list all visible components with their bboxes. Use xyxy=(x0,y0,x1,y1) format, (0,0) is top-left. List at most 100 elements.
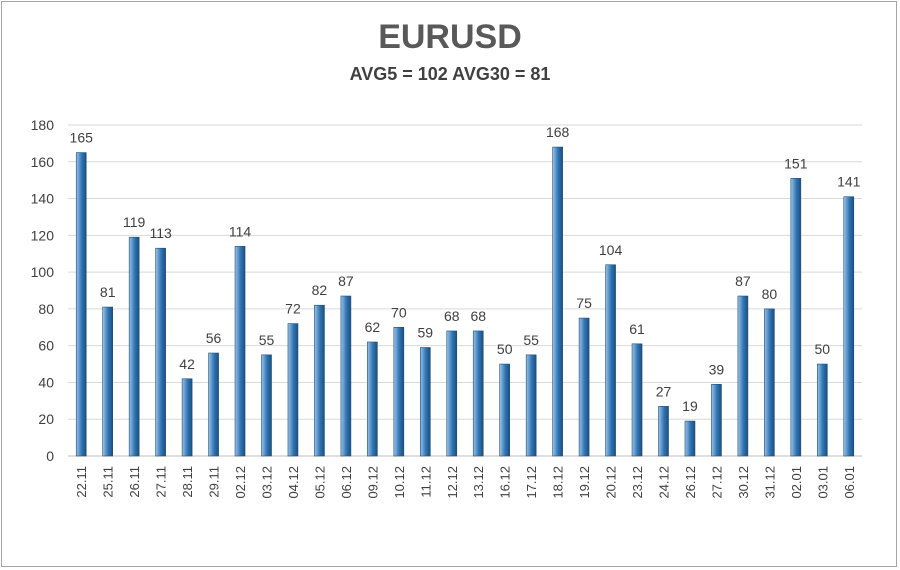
bar xyxy=(605,264,616,457)
data-label: 151 xyxy=(784,155,808,171)
data-label: 80 xyxy=(762,286,778,302)
x-tick-label: 02.12 xyxy=(233,466,248,499)
data-label: 59 xyxy=(418,325,434,341)
data-label: 50 xyxy=(815,341,831,357)
data-label: 42 xyxy=(179,356,195,372)
bar xyxy=(287,323,299,457)
data-label: 19 xyxy=(682,398,698,414)
bar xyxy=(764,308,775,457)
y-tick-label: 20 xyxy=(38,411,54,427)
x-tick-label: 20.12 xyxy=(604,466,619,499)
data-label: 87 xyxy=(735,273,751,289)
bar xyxy=(578,317,590,457)
bar xyxy=(419,347,431,457)
chart-title: EURUSD xyxy=(378,18,522,56)
x-tick-label: 22.11 xyxy=(74,466,89,498)
y-tick-label: 180 xyxy=(31,117,55,133)
x-tick-label: 17.12 xyxy=(524,466,539,499)
data-label: 87 xyxy=(338,273,354,289)
y-axis: 0 20 40 60 80 100 120 140 160 180 xyxy=(31,117,55,464)
x-tick-label: 09.12 xyxy=(365,466,380,499)
data-label: 68 xyxy=(444,308,460,324)
bar xyxy=(208,352,219,457)
x-tick-label: 19.12 xyxy=(577,466,592,499)
x-tick-label: 27.12 xyxy=(709,466,724,499)
bar xyxy=(128,236,140,457)
data-label: 68 xyxy=(470,308,486,324)
data-label: 62 xyxy=(365,319,381,335)
x-tick-label: 02.01 xyxy=(789,466,804,499)
data-label: 75 xyxy=(576,295,592,311)
data-label: 55 xyxy=(259,332,275,348)
data-label: 56 xyxy=(206,330,222,346)
data-label: 39 xyxy=(709,361,725,377)
x-tick-label: 24.12 xyxy=(657,466,672,499)
bar xyxy=(552,146,563,457)
x-tick-label: 03.12 xyxy=(260,466,275,499)
x-tick-label: 27.11 xyxy=(154,466,169,498)
x-tick-label: 23.12 xyxy=(630,466,645,499)
x-tick-label: 04.12 xyxy=(286,466,301,499)
data-label: 82 xyxy=(312,282,328,298)
data-label: 27 xyxy=(656,383,672,399)
bar xyxy=(367,341,378,457)
y-tick-label: 80 xyxy=(38,301,54,317)
data-label: 113 xyxy=(149,225,172,241)
bar xyxy=(658,406,669,457)
x-tick-label: 18.12 xyxy=(551,466,566,499)
data-label: 55 xyxy=(523,332,539,348)
data-label: 165 xyxy=(70,130,94,146)
y-tick-label: 100 xyxy=(31,264,55,280)
x-tick-label: 11.12 xyxy=(418,466,433,498)
bars xyxy=(75,146,855,457)
data-label: 72 xyxy=(285,301,301,317)
y-tick-label: 60 xyxy=(38,338,54,354)
bar xyxy=(843,196,855,457)
bar xyxy=(340,295,352,457)
bar xyxy=(631,343,643,457)
x-axis: 22.11 25.11 26.11 27.11 28.11 29.11 02.12 03.12… xyxy=(74,466,857,499)
bar xyxy=(261,354,272,457)
x-tick-label: 05.12 xyxy=(312,466,327,499)
x-tick-label: 06.01 xyxy=(842,466,857,499)
bar xyxy=(155,247,166,457)
data-label: 104 xyxy=(599,242,623,258)
data-label: 81 xyxy=(100,284,116,300)
chart-subtitle: AVG5 = 102 AVG30 = 81 xyxy=(349,64,551,84)
bar xyxy=(684,420,696,457)
y-tick-label: 120 xyxy=(31,227,55,243)
data-label: 141 xyxy=(837,174,861,190)
bar xyxy=(75,152,87,457)
y-tick-label: 40 xyxy=(38,374,54,390)
y-tick-label: 160 xyxy=(31,154,55,170)
x-tick-label: 28.11 xyxy=(180,466,195,498)
bar xyxy=(711,383,722,457)
bar xyxy=(102,306,113,457)
bar xyxy=(499,363,511,457)
x-tick-label: 03.01 xyxy=(815,466,830,499)
bar xyxy=(446,330,458,457)
x-tick-label: 29.11 xyxy=(207,466,222,498)
x-tick-label: 26.11 xyxy=(127,466,142,498)
x-tick-label: 25.11 xyxy=(101,466,116,498)
bar xyxy=(525,354,537,457)
bar xyxy=(393,326,405,457)
x-tick-label: 26.12 xyxy=(683,466,698,499)
bar xyxy=(816,363,828,457)
bar xyxy=(472,330,484,457)
x-tick-label: 06.12 xyxy=(339,466,354,499)
bar xyxy=(737,295,749,457)
bar xyxy=(234,246,246,457)
data-label: 114 xyxy=(229,223,252,239)
x-tick-label: 10.12 xyxy=(392,466,407,499)
data-label: 168 xyxy=(546,124,570,140)
data-label: 50 xyxy=(497,341,513,357)
bar xyxy=(314,304,325,457)
bar xyxy=(181,378,193,457)
gridlines xyxy=(68,124,862,457)
x-tick-label: 13.12 xyxy=(471,466,486,499)
data-label: 70 xyxy=(391,304,407,320)
